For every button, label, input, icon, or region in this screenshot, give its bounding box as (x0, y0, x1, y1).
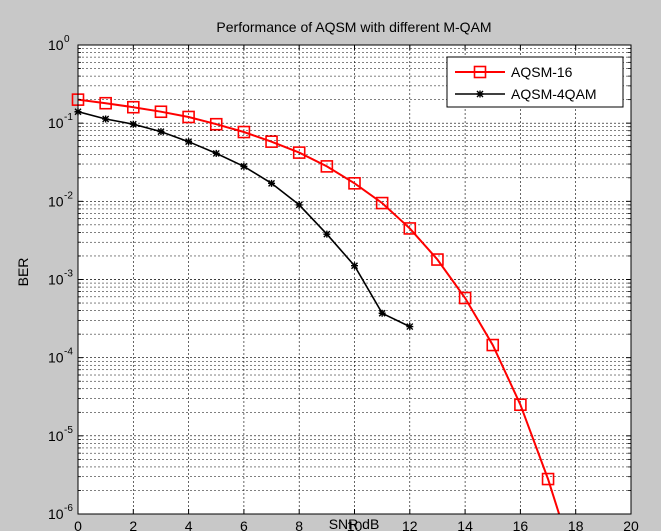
data-point-star (157, 128, 165, 136)
x-tick-label: 8 (295, 518, 303, 531)
legend-item-2: AQSM-4QAM (455, 86, 597, 102)
data-point-star (476, 90, 484, 98)
data-point-square (237, 125, 251, 139)
y-axis-label: BER (15, 258, 31, 287)
x-tick-label: 2 (129, 518, 137, 531)
y-tick-exponent: -4 (64, 347, 73, 358)
data-point-square (320, 160, 334, 173)
data-point-square (99, 96, 112, 110)
x-tick-label: 10 (347, 518, 363, 531)
x-tick-label: 20 (623, 518, 639, 531)
y-tick-exponent: -1 (64, 112, 73, 123)
x-tick-label: 0 (74, 518, 82, 531)
data-point-star (240, 162, 248, 170)
chart-title: Performance of AQSM with different M-QAM (216, 19, 491, 35)
legend-label: AQSM-4QAM (511, 86, 597, 102)
data-point-square (209, 117, 223, 131)
series-2 (74, 108, 414, 331)
x-tick-label: 16 (513, 518, 529, 531)
y-tick-label: 10 (48, 428, 64, 444)
y-tick-exponent: 0 (64, 34, 70, 45)
data-point-star (129, 120, 137, 128)
y-tick-exponent: -2 (64, 190, 73, 201)
y-tick-label: 10 (48, 115, 64, 131)
data-point-star (268, 179, 276, 187)
data-point-star (351, 262, 358, 270)
x-tick-label: 6 (240, 518, 248, 531)
y-tick-exponent: -5 (64, 425, 73, 436)
x-axis-label: SNR dB (329, 516, 380, 531)
data-point-square (473, 65, 487, 79)
x-tick-label: 12 (402, 518, 418, 531)
data-point-square (292, 146, 306, 159)
x-tick-label: 14 (457, 518, 473, 531)
data-point-square (431, 253, 444, 266)
y-tick-label: 10 (48, 272, 64, 288)
data-point-square (486, 338, 500, 352)
legend-label: AQSM-16 (511, 64, 573, 80)
data-point-star (406, 323, 414, 331)
x-tick-label: 18 (568, 518, 584, 531)
data-point-square (375, 196, 389, 210)
data-point-square (127, 100, 140, 114)
y-tick-label: 10 (48, 193, 64, 209)
data-point-square (182, 110, 195, 124)
data-point-star (323, 230, 331, 238)
data-point-star (102, 115, 110, 123)
legend-box (446, 56, 624, 108)
data-point-square (265, 135, 278, 148)
x-tick-label: 4 (185, 518, 193, 531)
data-point-square (403, 222, 417, 235)
y-tick-exponent: -3 (64, 269, 73, 280)
data-point-square (541, 472, 555, 486)
y-tick-exponent: -6 (64, 503, 73, 514)
series-layer (71, 93, 561, 514)
data-point-star (185, 138, 193, 146)
legend-item-1: AQSM-16 (455, 64, 573, 80)
data-point-star (295, 201, 303, 209)
y-tick-label: 10 (48, 506, 64, 522)
data-point-square (514, 398, 527, 412)
series-1 (71, 93, 561, 514)
y-tick-label: 10 (48, 37, 64, 53)
legend: AQSM-16 AQSM-4QAM (446, 56, 624, 108)
data-point-star (212, 149, 220, 157)
y-tick-label: 10 (48, 350, 64, 366)
series-line (78, 98, 561, 514)
data-point-square (154, 105, 168, 119)
data-point-star (378, 309, 386, 317)
data-point-square (458, 291, 472, 305)
data-point-square (348, 177, 361, 190)
